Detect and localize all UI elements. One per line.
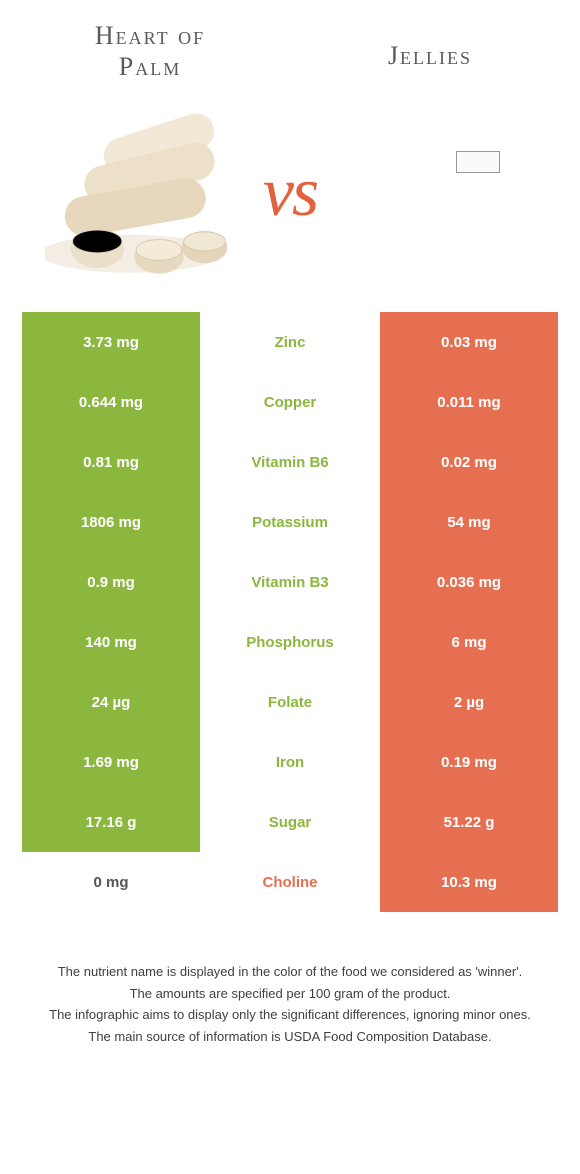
right-value-cell: 0.03 mg [380, 312, 558, 372]
right-value-cell: 10.3 mg [380, 852, 558, 912]
left-value-cell: 0.9 mg [22, 552, 200, 612]
left-value-cell: 17.16 g [22, 792, 200, 852]
nutrient-name-cell: Zinc [200, 312, 380, 372]
left-value-cell: 0.644 mg [22, 372, 200, 432]
right-food-title: Jellies [340, 40, 520, 71]
images-row: vs [0, 82, 580, 312]
nutrient-name-cell: Iron [200, 732, 380, 792]
footer-notes: The nutrient name is displayed in the co… [30, 962, 550, 1046]
left-food-image [40, 92, 240, 292]
footer-line-3: The infographic aims to display only the… [30, 1005, 550, 1025]
left-value-cell: 0.81 mg [22, 432, 200, 492]
left-value-cell: 24 µg [22, 672, 200, 732]
right-value-cell: 2 µg [380, 672, 558, 732]
table-row: 3.73 mgZinc0.03 mg [22, 312, 558, 372]
vs-text: vs [263, 153, 317, 233]
right-value-cell: 0.011 mg [380, 372, 558, 432]
nutrient-name-cell: Phosphorus [200, 612, 380, 672]
right-value-cell: 0.02 mg [380, 432, 558, 492]
table-row: 1806 mgPotassium54 mg [22, 492, 558, 552]
table-row: 24 µgFolate2 µg [22, 672, 558, 732]
left-food-title: Heart of Palm [60, 20, 240, 82]
footer-line-2: The amounts are specified per 100 gram o… [30, 984, 550, 1004]
table-row: 0 mgCholine10.3 mg [22, 852, 558, 912]
right-value-cell: 0.036 mg [380, 552, 558, 612]
right-food-image [456, 151, 500, 173]
heart-of-palm-icon [45, 97, 235, 287]
footer-line-4: The main source of information is USDA F… [30, 1027, 550, 1047]
nutrient-name-cell: Copper [200, 372, 380, 432]
left-value-cell: 3.73 mg [22, 312, 200, 372]
nutrient-name-cell: Vitamin B3 [200, 552, 380, 612]
right-value-cell: 6 mg [380, 612, 558, 672]
nutrient-name-cell: Vitamin B6 [200, 432, 380, 492]
table-row: 1.69 mgIron0.19 mg [22, 732, 558, 792]
nutrient-name-cell: Sugar [200, 792, 380, 852]
table-row: 0.644 mgCopper0.011 mg [22, 372, 558, 432]
left-value-cell: 1.69 mg [22, 732, 200, 792]
nutrient-name-cell: Choline [200, 852, 380, 912]
right-value-cell: 54 mg [380, 492, 558, 552]
table-row: 0.81 mgVitamin B60.02 mg [22, 432, 558, 492]
nutrient-name-cell: Folate [200, 672, 380, 732]
nutrient-name-cell: Potassium [200, 492, 380, 552]
footer-line-1: The nutrient name is displayed in the co… [30, 962, 550, 982]
left-value-cell: 1806 mg [22, 492, 200, 552]
right-value-cell: 0.19 mg [380, 732, 558, 792]
right-value-cell: 51.22 g [380, 792, 558, 852]
comparison-table: 3.73 mgZinc0.03 mg0.644 mgCopper0.011 mg… [22, 312, 558, 912]
table-row: 0.9 mgVitamin B30.036 mg [22, 552, 558, 612]
header: Heart of Palm Jellies [0, 0, 580, 82]
left-value-cell: 140 mg [22, 612, 200, 672]
left-value-cell: 0 mg [22, 852, 200, 912]
table-row: 140 mgPhosphorus6 mg [22, 612, 558, 672]
table-row: 17.16 gSugar51.22 g [22, 792, 558, 852]
